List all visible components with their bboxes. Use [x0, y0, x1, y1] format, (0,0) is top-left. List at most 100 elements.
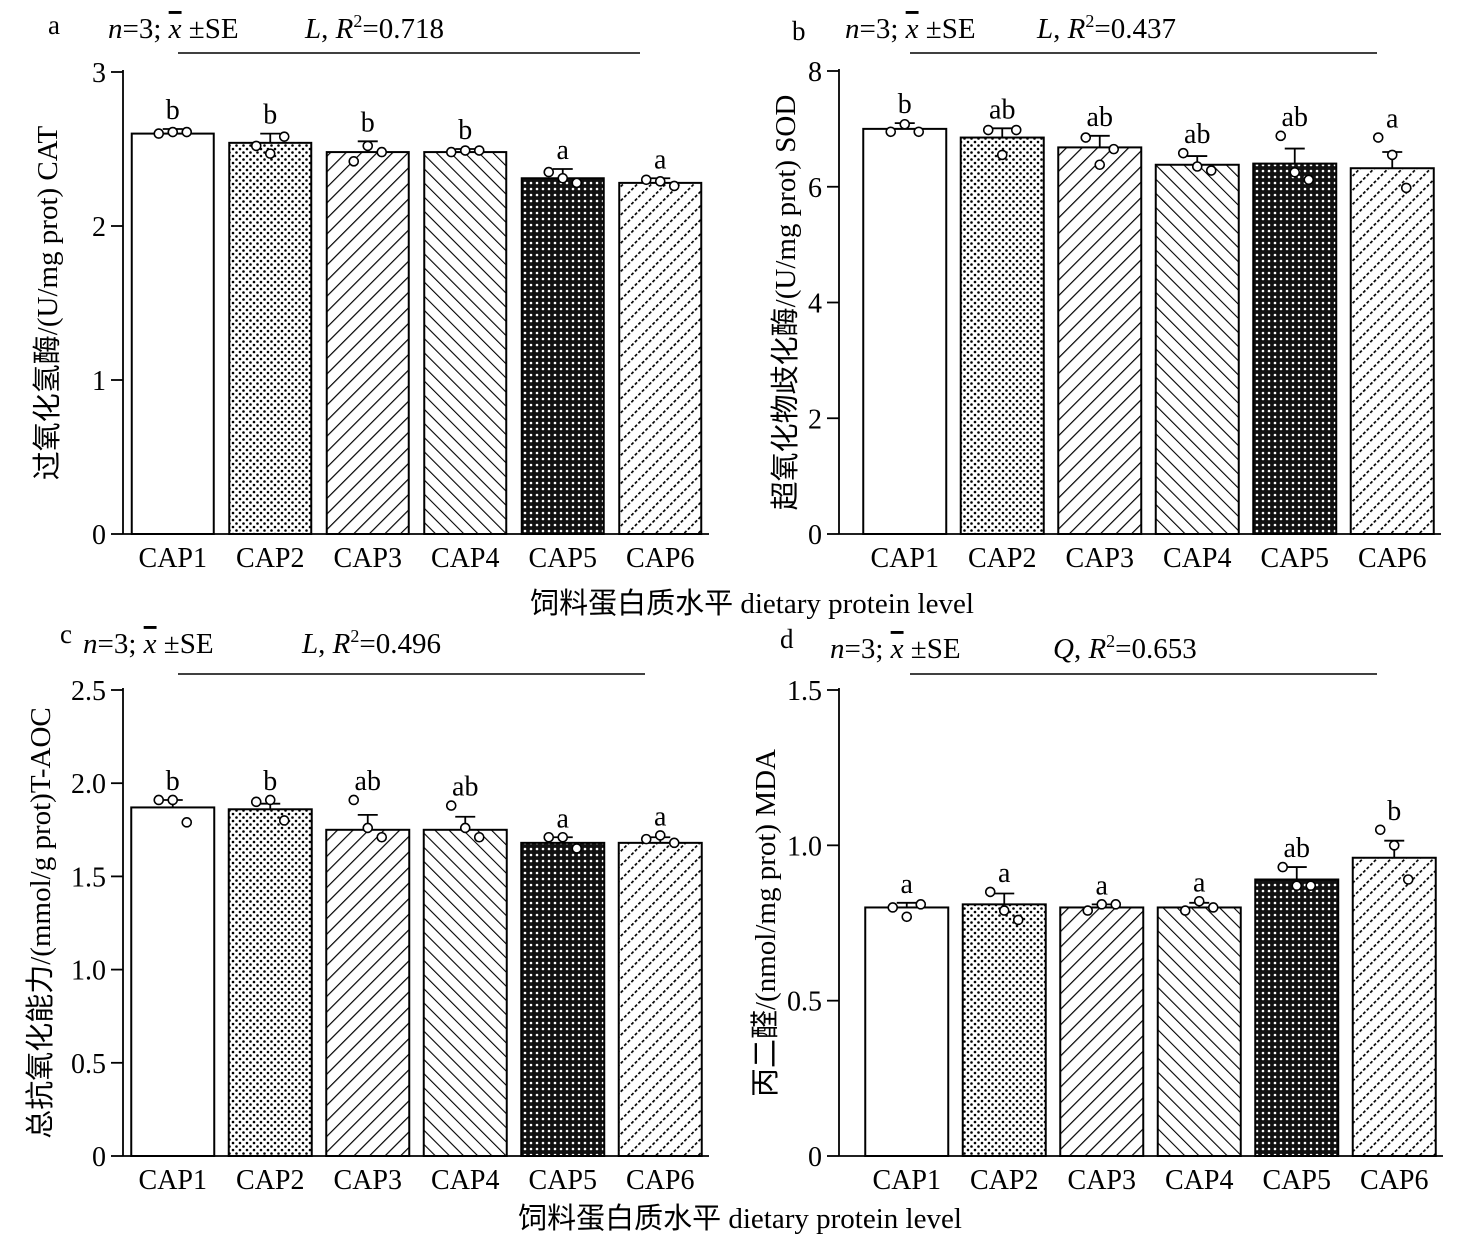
data-point — [1010, 124, 1022, 136]
y-tick-label: 2 — [808, 404, 822, 435]
data-point — [264, 148, 276, 159]
bar-cap1 — [130, 132, 215, 535]
data-point — [376, 831, 388, 843]
x-tick-label: CAP5 — [1263, 1165, 1331, 1196]
data-point — [1402, 874, 1414, 885]
significance-letter: b — [1387, 796, 1401, 827]
bar-cap6 — [618, 181, 703, 535]
data-point — [885, 126, 897, 138]
significance-letter: ab — [452, 772, 478, 803]
x-tick-label: CAP4 — [1163, 543, 1231, 574]
x-tick-label: CAP3 — [334, 543, 402, 574]
y-tick-label: 8 — [808, 57, 822, 88]
significance-letter: a — [1386, 104, 1399, 135]
significance-letter: b — [166, 766, 180, 797]
y-tick-label: 2 — [92, 212, 106, 243]
x-axis-title-top: 饲料蛋白质水平 dietary protein level — [530, 587, 974, 620]
y-tick-label: 1.0 — [71, 956, 106, 987]
regression-fit-note: L, R2=0.437 — [1036, 11, 1176, 45]
x-tick-label: CAP2 — [970, 1165, 1038, 1196]
data-point — [913, 126, 925, 138]
data-point — [473, 145, 485, 156]
bar-cap3 — [1057, 146, 1143, 536]
data-point — [1080, 132, 1092, 143]
sample-size-note: n=3; x ±SE — [830, 633, 961, 665]
x-tick-label: CAP3 — [1068, 1165, 1136, 1196]
panel-d: d n=3; x ±SE Q, R2=0.653 0 0.5 1.0 1.5 丙二醛/(nmo… — [749, 624, 1443, 1196]
bar-cap4 — [422, 828, 508, 1157]
data-point — [1108, 143, 1120, 155]
y-axis-title: 超氧化物歧化酶/(U/mg prot) SOD — [769, 95, 802, 511]
x-tick-label: CAP6 — [626, 1165, 694, 1196]
data-point — [1291, 880, 1303, 892]
bar-cap2 — [959, 136, 1045, 535]
x-tick-label: CAP3 — [334, 1165, 402, 1196]
panels-layer: a n=3; x ±SE L, R2=0.718 0 1 2 3 过氧化氢酶/(U/mg pr… — [24, 10, 1443, 1196]
regression-fit-note: L, R2=0.718 — [304, 11, 444, 45]
x-tick-label: CAP2 — [968, 543, 1036, 574]
data-point — [996, 149, 1008, 161]
y-tick-label: 4 — [808, 289, 822, 320]
data-point — [984, 886, 996, 898]
data-point — [640, 174, 652, 186]
significance-letter: b — [898, 89, 912, 120]
bar-cap4 — [1156, 906, 1242, 1158]
data-point — [901, 911, 913, 923]
data-point — [459, 822, 471, 834]
data-point — [899, 118, 911, 130]
data-point — [1303, 174, 1315, 186]
data-point — [1110, 899, 1122, 910]
data-point — [1193, 895, 1205, 907]
y-tick-label: 2.5 — [71, 676, 106, 707]
panel-c: c n=3; x ±SE L, R2=0.496 0 0.5 1.0 1.5 2.0 2.5 总抗… — [24, 619, 709, 1196]
x-tick-label: CAP4 — [431, 1165, 499, 1196]
data-point — [654, 176, 666, 187]
data-point — [153, 794, 165, 806]
bar-cap4 — [423, 151, 508, 536]
data-point — [668, 837, 680, 849]
sample-size-note: n=3; x ±SE — [108, 13, 239, 45]
data-point — [668, 180, 680, 192]
data-point — [181, 817, 193, 828]
data-point — [153, 128, 165, 139]
x-tick-label: CAP6 — [1360, 1165, 1428, 1196]
panel-a: a n=3; x ±SE L, R2=0.718 0 1 2 3 过氧化氢酶/(U/mg pr… — [31, 10, 709, 574]
bar-cap3 — [1059, 906, 1145, 1158]
data-point — [654, 830, 666, 841]
bar-cap1 — [130, 806, 216, 1157]
y-tick-label: 2.0 — [71, 769, 106, 800]
significance-letter: b — [458, 115, 472, 146]
bar-cap5 — [520, 177, 605, 535]
y-tick-label: 6 — [808, 173, 822, 204]
data-point — [348, 794, 360, 806]
y-axis-title: 丙二醛/(nmol/mg prot) MDA — [749, 749, 782, 1097]
data-point — [167, 126, 179, 138]
significance-letter: ab — [1184, 119, 1210, 150]
data-point — [1289, 166, 1301, 178]
data-point — [250, 140, 262, 152]
significance-letter: a — [901, 869, 914, 900]
y-tick-label: 0 — [92, 1142, 106, 1173]
data-point — [362, 140, 374, 152]
data-point — [348, 156, 360, 167]
data-point — [445, 146, 457, 158]
significance-letter: a — [557, 135, 570, 166]
bar-cap2 — [227, 808, 313, 1158]
x-tick-label: CAP4 — [431, 543, 499, 574]
x-tick-label: CAP1 — [139, 1165, 207, 1196]
data-point — [571, 843, 583, 854]
data-point — [167, 794, 179, 806]
panel-label: c — [60, 619, 72, 649]
bar-cap2 — [961, 903, 1047, 1157]
significance-letter: a — [998, 858, 1011, 889]
y-tick-label: 1 — [92, 366, 106, 397]
regression-fit-note: L, R2=0.496 — [301, 626, 441, 660]
data-point — [181, 126, 193, 138]
x-tick-label: CAP1 — [871, 543, 939, 574]
significance-letter: ab — [989, 94, 1015, 125]
significance-letter: a — [1193, 867, 1206, 898]
data-point — [1277, 861, 1289, 873]
bar-cap3 — [325, 828, 411, 1157]
x-tick-label: CAP1 — [873, 1165, 941, 1196]
